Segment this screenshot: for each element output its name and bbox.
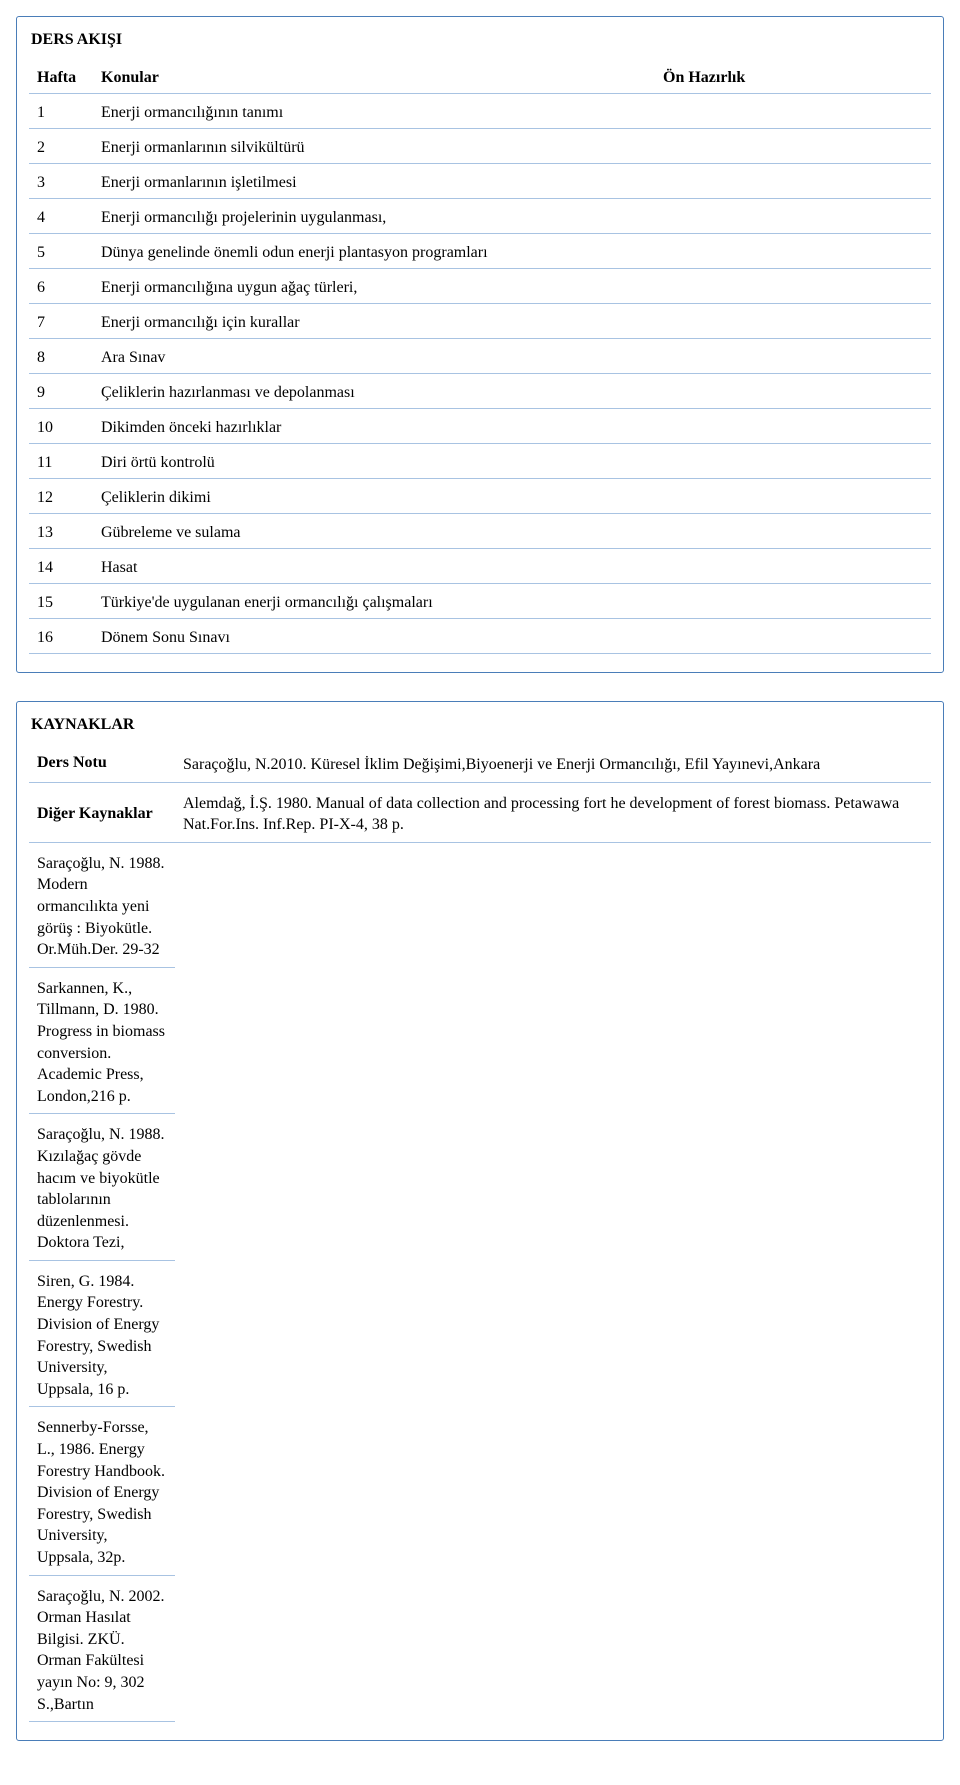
week-cell: 5 <box>29 238 93 269</box>
topic-cell: Türkiye'de uygulanan enerji ormancılığı … <box>93 588 655 619</box>
week-cell: 12 <box>29 483 93 514</box>
schedule-panel: DERS AKIŞI Hafta Konular Ön Hazırlık 1En… <box>16 16 944 673</box>
table-row: 14Hasat <box>29 553 931 584</box>
prep-cell <box>655 588 931 619</box>
topic-cell: Dönem Sonu Sınavı <box>93 623 655 654</box>
sources-title: KAYNAKLAR <box>29 712 931 744</box>
lecture-notes-text: Saraçoğlu, N.2010. Küresel İklim Değişim… <box>175 748 931 783</box>
topic-cell: Diri örtü kontrolü <box>93 448 655 479</box>
table-row: 7Enerji ormancılığı için kurallar <box>29 308 931 339</box>
topic-cell: Enerji ormanlarının işletilmesi <box>93 168 655 199</box>
table-row: 4Enerji ormancılığı projelerinin uygulan… <box>29 203 931 234</box>
other-sources-row: Sarkannen, K., Tillmann, D. 1980. Progre… <box>29 972 931 1115</box>
prep-cell <box>655 413 931 444</box>
other-sources-row: Saraçoğlu, N. 2002. Orman Hasılat Bilgis… <box>29 1580 931 1723</box>
table-row: 15Türkiye'de uygulanan enerji ormancılığ… <box>29 588 931 619</box>
table-row: 3Enerji ormanlarının işletilmesi <box>29 168 931 199</box>
topic-cell: Enerji ormancılığı projelerinin uygulanm… <box>93 203 655 234</box>
sources-table: Ders Notu Saraçoğlu, N.2010. Küresel İkl… <box>29 744 931 1726</box>
other-sources-item: Saraçoğlu, N. 1988. Kızılağaç gövde hacı… <box>29 1118 175 1261</box>
table-row: 9Çeliklerin hazırlanması ve depolanması <box>29 378 931 409</box>
topic-cell: Gübreleme ve sulama <box>93 518 655 549</box>
topic-cell: Ara Sınav <box>93 343 655 374</box>
header-prep: Ön Hazırlık <box>655 63 931 94</box>
prep-cell <box>655 518 931 549</box>
prep-cell <box>655 448 931 479</box>
topic-cell: Çeliklerin hazırlanması ve depolanması <box>93 378 655 409</box>
week-cell: 9 <box>29 378 93 409</box>
table-row: 8Ara Sınav <box>29 343 931 374</box>
week-cell: 14 <box>29 553 93 584</box>
prep-cell <box>655 378 931 409</box>
table-row: 11Diri örtü kontrolü <box>29 448 931 479</box>
topic-cell: Çeliklerin dikimi <box>93 483 655 514</box>
prep-cell <box>655 553 931 584</box>
week-cell: 6 <box>29 273 93 304</box>
schedule-table: Hafta Konular Ön Hazırlık 1Enerji ormanc… <box>29 59 931 658</box>
week-cell: 13 <box>29 518 93 549</box>
topic-cell: Enerji ormancılığına uygun ağaç türleri, <box>93 273 655 304</box>
topic-cell: Hasat <box>93 553 655 584</box>
other-sources-row: Siren, G. 1984. Energy Forestry. Divisio… <box>29 1265 931 1408</box>
week-cell: 16 <box>29 623 93 654</box>
week-cell: 3 <box>29 168 93 199</box>
other-sources-label: Diğer Kaynaklar <box>29 787 175 843</box>
table-row: 2Enerji ormanlarının silvikültürü <box>29 133 931 164</box>
prep-cell <box>655 203 931 234</box>
other-sources-item: Sennerby-Forsse, L., 1986. Energy Forest… <box>29 1411 175 1575</box>
week-cell: 11 <box>29 448 93 479</box>
prep-cell <box>655 168 931 199</box>
other-sources-item: Alemdağ, İ.Ş. 1980. Manual of data colle… <box>175 787 931 843</box>
header-topic: Konular <box>93 63 655 94</box>
prep-cell <box>655 483 931 514</box>
prep-cell <box>655 238 931 269</box>
table-row: 16Dönem Sonu Sınavı <box>29 623 931 654</box>
prep-cell <box>655 98 931 129</box>
table-row: 1Enerji ormancılığının tanımı <box>29 98 931 129</box>
prep-cell <box>655 623 931 654</box>
topic-cell: Enerji ormanlarının silvikültürü <box>93 133 655 164</box>
week-cell: 8 <box>29 343 93 374</box>
week-cell: 1 <box>29 98 93 129</box>
other-sources-item: Sarkannen, K., Tillmann, D. 1980. Progre… <box>29 972 175 1115</box>
header-week: Hafta <box>29 63 93 94</box>
other-sources-item: Saraçoğlu, N. 1988. Modern ormancılıkta … <box>29 847 175 968</box>
table-row: 6Enerji ormancılığına uygun ağaç türleri… <box>29 273 931 304</box>
other-sources-row: Saraçoğlu, N. 1988. Modern ormancılıkta … <box>29 847 931 968</box>
other-sources-row: Diğer Kaynaklar Alemdağ, İ.Ş. 1980. Manu… <box>29 787 931 843</box>
prep-cell <box>655 343 931 374</box>
topic-cell: Enerji ormancılığı için kurallar <box>93 308 655 339</box>
week-cell: 4 <box>29 203 93 234</box>
week-cell: 10 <box>29 413 93 444</box>
topic-cell: Enerji ormancılığının tanımı <box>93 98 655 129</box>
schedule-title: DERS AKIŞI <box>29 27 931 59</box>
table-row: 10Dikimden önceki hazırlıklar <box>29 413 931 444</box>
prep-cell <box>655 133 931 164</box>
prep-cell <box>655 308 931 339</box>
topic-cell: Dünya genelinde önemli odun enerji plant… <box>93 238 655 269</box>
schedule-header-row: Hafta Konular Ön Hazırlık <box>29 63 931 94</box>
other-sources-row: Saraçoğlu, N. 1988. Kızılağaç gövde hacı… <box>29 1118 931 1261</box>
topic-cell: Dikimden önceki hazırlıklar <box>93 413 655 444</box>
other-sources-item: Siren, G. 1984. Energy Forestry. Divisio… <box>29 1265 175 1408</box>
prep-cell <box>655 273 931 304</box>
other-sources-row: Sennerby-Forsse, L., 1986. Energy Forest… <box>29 1411 931 1575</box>
week-cell: 15 <box>29 588 93 619</box>
table-row: 5Dünya genelinde önemli odun enerji plan… <box>29 238 931 269</box>
lecture-notes-row: Ders Notu Saraçoğlu, N.2010. Küresel İkl… <box>29 748 931 783</box>
table-row: 12Çeliklerin dikimi <box>29 483 931 514</box>
lecture-notes-label: Ders Notu <box>29 748 175 783</box>
table-row: 13Gübreleme ve sulama <box>29 518 931 549</box>
sources-panel: KAYNAKLAR Ders Notu Saraçoğlu, N.2010. K… <box>16 701 944 1741</box>
other-sources-item: Saraçoğlu, N. 2002. Orman Hasılat Bilgis… <box>29 1580 175 1723</box>
week-cell: 7 <box>29 308 93 339</box>
week-cell: 2 <box>29 133 93 164</box>
